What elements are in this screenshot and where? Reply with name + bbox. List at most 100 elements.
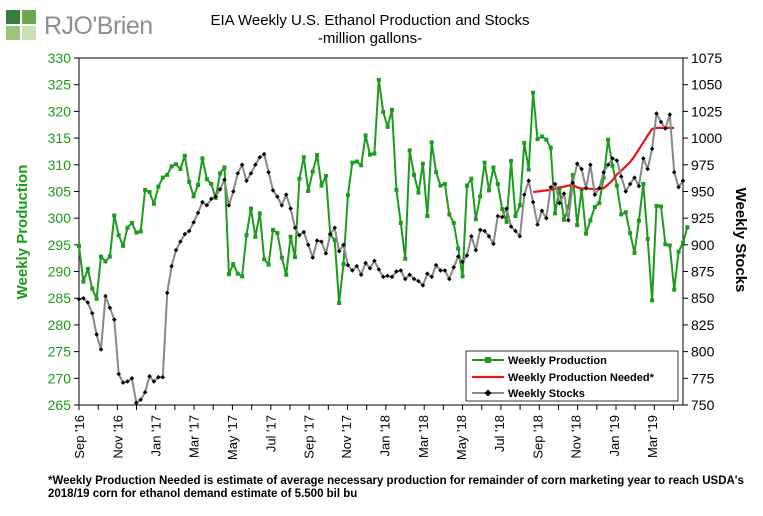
production-point (372, 151, 377, 156)
production-point (429, 140, 434, 145)
stocks-point (363, 260, 368, 266)
stocks-point (504, 206, 509, 211)
stocks-point (416, 278, 421, 284)
production-point (85, 266, 90, 271)
stocks-point (402, 276, 408, 282)
production-point (129, 220, 134, 225)
stocks-point (380, 274, 386, 280)
production-point (381, 109, 386, 114)
stocks-point (332, 225, 337, 231)
production-point (390, 107, 395, 112)
production-point (663, 242, 668, 247)
production-point (262, 257, 267, 262)
y-left-tick-label: 305 (48, 183, 72, 199)
footnote: *Weekly Production Needed is estimate of… (48, 475, 744, 500)
stocks-point (407, 272, 412, 277)
production-point (544, 137, 549, 142)
stocks-point (98, 347, 104, 352)
production-point (412, 172, 417, 177)
stocks-point (217, 187, 223, 192)
stocks-point (204, 203, 210, 208)
production-point (672, 287, 677, 292)
production-point (310, 169, 315, 174)
y-right-tick-label: 900 (691, 237, 715, 253)
stocks-point (328, 231, 333, 237)
production-point (301, 155, 306, 160)
series-group (76, 77, 690, 406)
production-point (350, 160, 355, 165)
production-point (654, 203, 659, 208)
x-tick-label: Sep '18 (531, 415, 546, 459)
stocks-point (495, 213, 501, 219)
y-axis-right-title: Weekly Stocks (732, 188, 749, 293)
production-point (107, 254, 112, 259)
production-point (482, 160, 487, 165)
chart-title: EIA Weekly U.S. Ethanol Production and S… (210, 12, 530, 29)
production-point (487, 188, 492, 193)
stocks-point (394, 269, 399, 274)
production-point (116, 233, 121, 238)
y-axis-left: 265 270 275 280 285 290 295 300 305 310 315 320 325 3… (48, 50, 79, 413)
logo-mark-icon (6, 10, 38, 42)
stocks-point (164, 290, 170, 296)
production-point (539, 134, 544, 139)
production-point (504, 219, 509, 224)
legend-production: Weekly Production (508, 355, 607, 367)
production-point (151, 201, 156, 206)
stocks-point (447, 276, 452, 282)
stocks-point (398, 268, 404, 273)
stocks-point (372, 258, 377, 264)
y-left-tick-label: 325 (48, 77, 72, 93)
production-point (173, 162, 178, 167)
production-point (306, 188, 311, 193)
chart-subtitle: -million gallons- (317, 30, 423, 47)
stocks-point (195, 210, 201, 216)
y-right-tick-label: 1025 (691, 103, 722, 119)
production-point (491, 165, 496, 170)
production-point (293, 255, 298, 260)
stocks-point (385, 273, 390, 279)
y-right-tick-label: 800 (691, 344, 715, 360)
production-point (81, 279, 86, 284)
production-point (420, 161, 425, 166)
production-point (614, 183, 619, 188)
production-point (469, 176, 474, 181)
y-right-tick-label: 775 (691, 370, 715, 386)
y-left-tick-label: 275 (48, 344, 72, 360)
stocks-point (138, 397, 144, 402)
production-point (218, 171, 223, 176)
stocks-point (94, 332, 99, 337)
production-point (226, 272, 231, 277)
stocks-point (182, 231, 188, 237)
x-tick-label: Nov '16 (110, 415, 125, 459)
stocks-point (231, 189, 236, 194)
stocks-point (425, 271, 430, 276)
production-point (658, 204, 663, 209)
production-point (597, 201, 602, 206)
x-tick-label: Nov '18 (568, 415, 583, 459)
production-point (178, 167, 183, 172)
stocks-point (173, 247, 179, 253)
x-tick-label: Jan '17 (149, 415, 164, 457)
production-point (376, 77, 381, 82)
y-left-tick-label: 280 (48, 317, 72, 333)
stocks-point (134, 400, 139, 406)
plot-area (78, 57, 684, 406)
production-point (641, 181, 646, 186)
stocks-point (186, 228, 192, 234)
production-point (315, 153, 320, 158)
production-point (99, 254, 104, 259)
stocks-point (129, 376, 135, 381)
y-right-tick-label: 1075 (691, 50, 722, 66)
production-point (531, 90, 536, 95)
stocks-point (89, 310, 95, 316)
y-right-tick-label: 875 (691, 264, 715, 280)
stocks-point (310, 255, 315, 260)
stocks-point (455, 254, 461, 259)
x-tick-label: Mar '17 (187, 415, 202, 458)
production-point (394, 187, 399, 192)
production-point (566, 204, 571, 209)
production-point (240, 274, 245, 279)
stocks-point (292, 225, 298, 231)
y-left-tick-label: 285 (48, 290, 72, 306)
